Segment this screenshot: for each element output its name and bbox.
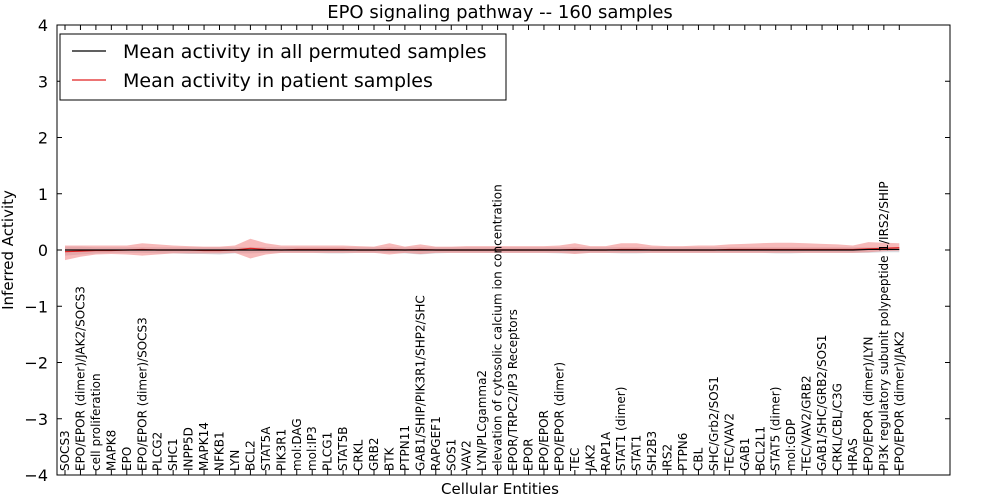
legend-label-permuted: Mean activity in all permuted samples	[123, 41, 486, 63]
x-category-label: EPOR	[522, 438, 536, 471]
series-lines	[64, 247, 900, 253]
y-axis-title: Inferred Activity	[0, 190, 17, 310]
x-category-label: STAT1	[630, 435, 644, 471]
x-category-label: EPO	[120, 447, 134, 471]
x-category-label: EPO/EPOR (dimer)/JAK2	[892, 331, 906, 471]
x-category-label: MAPK14	[197, 422, 211, 471]
x-category-label: NFKB1	[213, 431, 227, 471]
y-tick-label: 0	[38, 241, 48, 260]
x-category-label: BCL2L1	[753, 426, 767, 471]
x-axis-category-labels: SOCS3 EPO/EPOR (dimer)/JAK2/SOCS3 cell pro…	[58, 25, 906, 475]
x-category-label: RAP1A	[599, 431, 613, 471]
x-axis-title: Cellular Entities	[441, 480, 559, 498]
x-category-label: GAB1/SHIP/PIK3R1/SHP2/SHC	[413, 295, 427, 471]
x-category-label: SHC/Grb2/SOS1	[707, 376, 721, 471]
x-category-label: GAB1	[738, 438, 752, 471]
line-permuted	[65, 248, 900, 251]
legend-box	[59, 33, 507, 101]
y-tick-label: −4	[24, 466, 48, 485]
x-category-label: TEC	[568, 448, 582, 472]
x-category-label: HRAS	[846, 438, 860, 471]
x-category-label: PTPN11	[398, 425, 412, 471]
y-tick-label: 2	[38, 129, 48, 148]
x-category-label: EPO/EPOR	[537, 410, 551, 471]
x-category-label: STAT5A	[259, 426, 273, 471]
y-tick-label: 4	[38, 16, 48, 35]
y-tick-label: 3	[38, 72, 48, 91]
x-category-label: RAPGEF1	[429, 416, 443, 471]
legend-label-patient: Mean activity in patient samples	[123, 70, 433, 92]
x-category-label: VAV2	[460, 440, 474, 471]
x-category-label: TEC/VAV2/GRB2	[800, 375, 814, 472]
x-category-label: SH2B3	[645, 431, 659, 471]
y-axis: 4 3 2 1 0 −1 −2 −3 −4	[24, 16, 950, 485]
x-category-label: SOS1	[444, 439, 458, 471]
x-category-label: LYN	[228, 450, 242, 471]
x-category-label: MAPK8	[104, 430, 118, 471]
y-tick-label: 1	[38, 185, 48, 204]
x-category-label: EPO/EPOR (dimer)/JAK2/SOCS3	[73, 286, 87, 471]
x-category-label: PTPN6	[676, 433, 690, 471]
x-category-label: mol:DAG	[290, 418, 304, 471]
x-category-label: PLCG1	[321, 432, 335, 471]
x-category-label: CRKL	[352, 439, 366, 471]
x-category-label: BTK	[382, 446, 396, 471]
x-category-label: TEC/VAV2	[722, 413, 736, 472]
legend: Mean activity in all permuted samples Me…	[59, 33, 507, 101]
x-category-label: STAT5B	[336, 427, 350, 472]
x-category-label: GAB1/SHC/GRB2/SOS1	[815, 335, 829, 471]
x-category-label: elevation of cytosolic calcium ion conce…	[491, 184, 505, 471]
x-category-label: JAK2	[583, 444, 597, 472]
x-category-label: CRKL/CBL/C3G	[831, 383, 845, 471]
x-category-label: STAT1 (dimer)	[614, 387, 628, 471]
x-category-label: PLCG2	[151, 432, 165, 471]
x-category-label: EPOR/TRPC2/IP3 Receptors	[506, 309, 520, 471]
x-category-label: BCL2	[243, 440, 257, 471]
y-tick-label: −2	[24, 354, 48, 373]
x-category-label: EPO/EPOR (dimer)/LYN	[861, 337, 875, 471]
x-category-label: SOCS3	[58, 430, 72, 471]
x-category-label: SHC1	[166, 438, 180, 471]
x-category-label: GRB2	[367, 437, 381, 471]
x-category-label: EPO/EPOR (dimer)	[552, 362, 566, 471]
x-category-label: mol:GDP	[784, 419, 798, 471]
x-category-label: INPP5D	[182, 427, 196, 471]
x-category-label: cell proliferation	[89, 373, 103, 471]
x-category-label: IRS2	[661, 444, 675, 471]
x-category-label: CBL	[691, 447, 705, 471]
x-category-label: PIK3R1	[274, 429, 288, 471]
x-category-label: mol:IP3	[305, 426, 319, 471]
x-category-label: PI3K regulatory subunit polypeptide 1/IR…	[877, 181, 891, 471]
x-category-label: EPO/EPOR (dimer)/SOCS3	[135, 317, 149, 471]
x-category-label: STAT5 (dimer)	[769, 387, 783, 471]
chart-title: EPO signaling pathway -- 160 samples	[327, 2, 673, 23]
y-tick-label: −3	[24, 410, 48, 429]
y-tick-label: −1	[24, 297, 48, 316]
x-category-label: LYN/PLCgamma2	[475, 370, 489, 471]
